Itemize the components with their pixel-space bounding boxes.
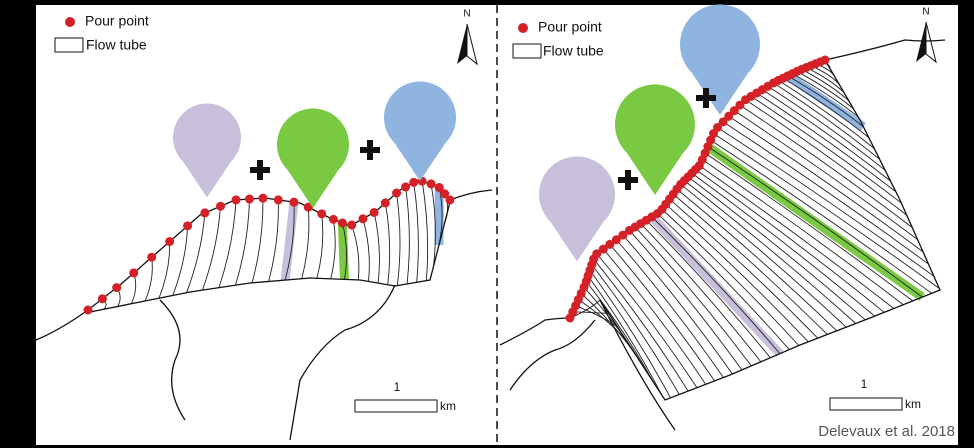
pour-point	[84, 306, 93, 315]
scale-unit: km	[905, 397, 921, 411]
credit: Delevaux et al. 2018	[818, 423, 955, 440]
scale-unit: km	[440, 399, 456, 413]
pour-point	[392, 189, 401, 198]
scale-bar	[355, 400, 437, 412]
legend-flow-tube-symbol	[513, 44, 541, 58]
pour-point	[147, 253, 156, 262]
legend-pour-point: Pour point	[85, 13, 149, 29]
pour-point	[129, 268, 138, 277]
scale-value: 1	[861, 377, 868, 391]
pour-point	[446, 196, 455, 205]
page: {"panels": [ {"legend": {"pour_point": "…	[0, 0, 974, 448]
pour-point	[98, 294, 107, 303]
pour-point	[347, 221, 356, 230]
pour-point	[317, 209, 326, 218]
pour-point	[258, 194, 267, 203]
pour-point	[216, 202, 225, 211]
north-label: N	[922, 7, 929, 18]
pour-point	[245, 195, 254, 204]
scale-value: 1	[394, 380, 401, 394]
pour-point	[232, 195, 241, 204]
pour-point	[821, 56, 830, 65]
pour-point	[183, 221, 192, 230]
pour-point	[289, 198, 298, 207]
pour-point	[370, 208, 379, 217]
legend-pour-point-symbol	[518, 23, 528, 33]
pour-point	[112, 283, 121, 292]
pour-point	[401, 182, 410, 191]
legend-pour-point: Pour point	[538, 19, 602, 35]
pour-point	[329, 215, 338, 224]
pour-point	[274, 195, 283, 204]
scale-bar	[830, 398, 902, 410]
figure: Pour point Flow tube Pour point Flow tub…	[0, 0, 974, 448]
legend-flow-tube: Flow tube	[543, 43, 604, 59]
pour-point	[409, 178, 418, 187]
north-label: N	[463, 9, 470, 20]
legend-flow-tube: Flow tube	[86, 37, 147, 53]
pour-point	[381, 198, 390, 207]
legend-pour-point-symbol	[65, 17, 75, 27]
pour-point	[427, 179, 436, 188]
pour-point	[165, 237, 174, 246]
pour-point	[200, 208, 209, 217]
pour-point	[358, 214, 367, 223]
legend-flow-tube-symbol	[55, 38, 83, 52]
pour-point	[338, 218, 347, 227]
